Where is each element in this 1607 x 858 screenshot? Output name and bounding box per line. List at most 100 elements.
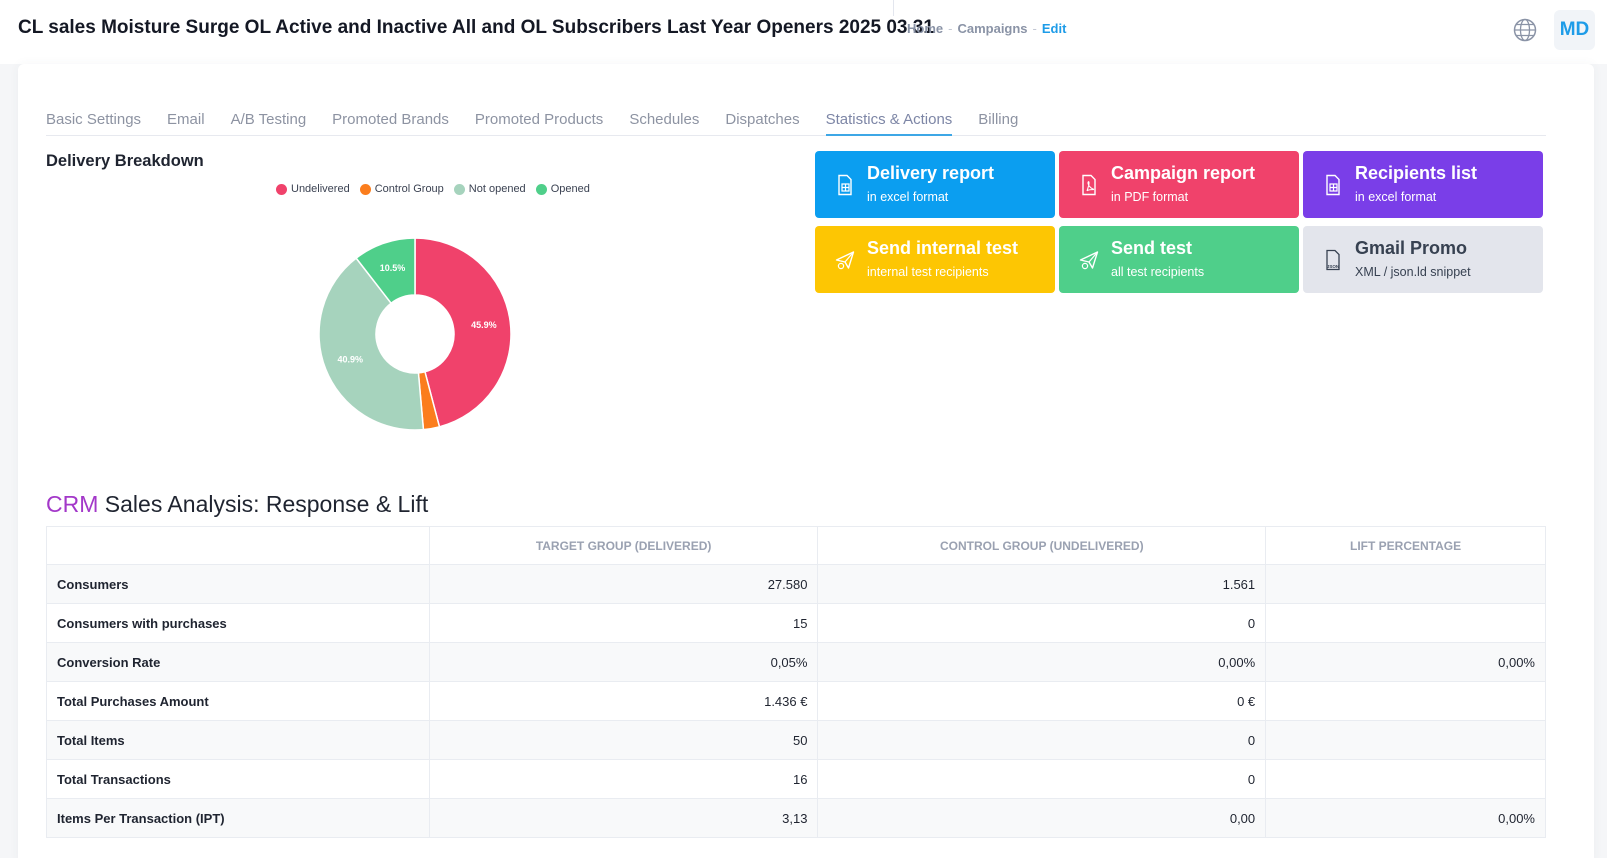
- legend-swatch: [276, 183, 287, 195]
- legend-label: Not opened: [468, 183, 526, 195]
- crm-table-body: Consumers 27.580 1.561 Consumers with purch…: [46, 564, 1546, 838]
- table-cell: [1265, 759, 1546, 799]
- top-header: CL sales Moisture Surge OL Active and In…: [0, 0, 1607, 64]
- table-cell: 0: [817, 603, 1267, 643]
- legend-label: Undelivered: [291, 183, 350, 195]
- delivery-report-title: Delivery report: [867, 163, 995, 183]
- table-cell: 50: [428, 720, 819, 760]
- pie-data-label: 10.5%: [380, 263, 406, 273]
- breadcrumb-home[interactable]: Home: [907, 21, 944, 36]
- legend-swatch: [535, 183, 547, 195]
- table-cell: [1265, 603, 1546, 643]
- breadcrumb-campaigns[interactable]: Campaigns: [957, 21, 1028, 36]
- table-cell: [1265, 564, 1546, 604]
- json-file-icon: JSON: [1326, 249, 1340, 271]
- send-internal-test-button[interactable]: Send internal test internal test recipie…: [815, 226, 1055, 293]
- tab-dispatches[interactable]: Dispatches: [725, 111, 800, 128]
- send-test-button[interactable]: Send test all test recipients: [1059, 226, 1299, 293]
- send-icon: [835, 251, 855, 270]
- gmail-promo-title: Gmail Promo: [1355, 238, 1468, 258]
- column-header-control-group: Control Group (Undelivered): [817, 526, 1267, 565]
- legend-item[interactable]: Control Group: [359, 183, 444, 195]
- recipients-list-subtitle: in excel format: [1355, 190, 1437, 204]
- campaign-report-button[interactable]: Campaign report in PDF format: [1059, 151, 1299, 218]
- table-header-row: Target Group (Delivered) Control Group (…: [46, 526, 1546, 565]
- delivery-report-button[interactable]: Delivery report in excel format: [815, 151, 1055, 218]
- table-cell: 1.561: [817, 564, 1267, 604]
- campaign-report-title: Campaign report: [1111, 163, 1256, 183]
- row-label: Consumers: [46, 564, 430, 604]
- table-row: Total Items 50 0: [46, 720, 1546, 760]
- delivery-breakdown-title: Delivery Breakdown: [46, 152, 204, 170]
- excel-file-icon: [838, 174, 852, 196]
- row-label: Conversion Rate: [46, 642, 430, 682]
- table-cell: [1265, 720, 1546, 760]
- main-card: Basic Settings Email A/B Testing Promote…: [18, 64, 1594, 858]
- table-row: Items Per Transaction (IPT) 3,13 0,00 0,00%: [46, 798, 1546, 838]
- globe-icon[interactable]: [1512, 17, 1538, 43]
- crm-section-title: CRM Sales Analysis: Response & Lift: [46, 491, 428, 518]
- row-label: Consumers with purchases: [46, 603, 430, 643]
- tab-promoted-brands[interactable]: Promoted Brands: [332, 111, 449, 128]
- table-cell: 15: [428, 603, 819, 643]
- tab-bar: Basic Settings Email A/B Testing Promote…: [46, 111, 1546, 136]
- table-row: Consumers with purchases 15 0: [46, 603, 1546, 643]
- gmail-promo-subtitle: XML / json.ld snippet: [1355, 265, 1471, 279]
- table-cell: [1265, 681, 1546, 721]
- column-header-metric: [46, 526, 430, 565]
- tab-basic-settings[interactable]: Basic Settings: [46, 111, 142, 128]
- table-cell: 0,00: [817, 798, 1267, 838]
- tab-email[interactable]: Email: [167, 111, 205, 128]
- table-row: Consumers 27.580 1.561: [46, 564, 1546, 604]
- legend-swatch: [359, 183, 371, 195]
- table-cell: 0 €: [817, 681, 1267, 721]
- chart-legend: Undelivered Control Group Not opened Opened: [276, 183, 600, 195]
- column-header-target-group: Target Group (Delivered): [428, 526, 819, 565]
- legend-item[interactable]: Undelivered: [276, 183, 350, 195]
- pdf-file-icon: [1082, 174, 1096, 196]
- row-label: Total Purchases Amount: [46, 681, 430, 721]
- row-label: Items Per Transaction (IPT): [46, 798, 430, 838]
- pie-slice-opened[interactable]: [355, 237, 416, 305]
- table-cell: 3,13: [428, 798, 819, 838]
- recipients-list-title: Recipients list: [1355, 163, 1478, 183]
- table-cell: 27.580: [428, 564, 819, 604]
- legend-item[interactable]: Not opened: [453, 183, 526, 195]
- table-cell: 0,00%: [817, 642, 1267, 682]
- delivery-report-subtitle: in excel format: [867, 190, 949, 204]
- tab-statistics-actions[interactable]: Statistics & Actions: [825, 111, 953, 136]
- column-header-lift-percentage: Lift Percentage: [1265, 526, 1546, 565]
- table-cell: 16: [428, 759, 819, 799]
- send-internal-test-title: Send internal test: [867, 238, 1019, 258]
- pie-slice-not-opened[interactable]: [318, 257, 425, 431]
- gmail-promo-button[interactable]: JSON Gmail Promo XML / json.ld snippet: [1303, 226, 1543, 293]
- send-internal-test-subtitle: internal test recipients: [867, 265, 989, 279]
- send-test-subtitle: all test recipients: [1111, 265, 1205, 279]
- tab-billing[interactable]: Billing: [978, 111, 1019, 128]
- delivery-donut-chart: 45.9% 40.9% 10.5%: [318, 237, 512, 431]
- table-row: Conversion Rate 0,05% 0,00% 0,00%: [46, 642, 1546, 682]
- legend-item[interactable]: Opened: [535, 183, 590, 195]
- table-cell: 0: [817, 720, 1267, 760]
- campaign-report-subtitle: in PDF format: [1111, 190, 1189, 204]
- recipients-list-button[interactable]: Recipients list in excel format: [1303, 151, 1543, 218]
- page-title: CL sales Moisture Surge OL Active and In…: [18, 17, 934, 38]
- table-cell: 0,05%: [428, 642, 819, 682]
- breadcrumb-separator: -: [948, 21, 953, 36]
- row-label: Total Transactions: [46, 759, 430, 799]
- tab-schedules[interactable]: Schedules: [629, 111, 700, 128]
- breadcrumb-current: Edit: [1041, 21, 1067, 36]
- tab-promoted-products[interactable]: Promoted Products: [474, 111, 604, 128]
- table-row: Total Purchases Amount 1.436 €0 €: [46, 681, 1546, 721]
- crm-title-highlight: CRM: [46, 491, 99, 517]
- table-cell: 0,00%: [1265, 798, 1546, 838]
- avatar[interactable]: MD: [1554, 10, 1595, 50]
- row-label: Total Items: [46, 720, 430, 760]
- crm-title-rest: Sales Analysis: Response & Lift: [98, 491, 429, 517]
- send-icon: [1079, 251, 1099, 270]
- tab-ab-testing[interactable]: A/B Testing: [230, 111, 307, 128]
- legend-label: Opened: [550, 183, 590, 195]
- breadcrumb-separator: -: [1032, 21, 1037, 36]
- pie-slice-undelivered[interactable]: [414, 237, 512, 428]
- send-test-title: Send test: [1111, 238, 1193, 258]
